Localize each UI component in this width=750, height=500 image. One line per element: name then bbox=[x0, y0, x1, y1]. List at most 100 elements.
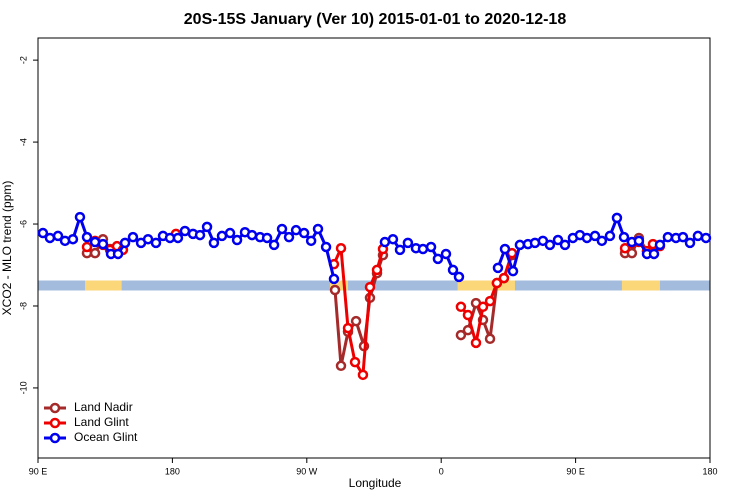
series-point bbox=[394, 244, 406, 256]
series-point bbox=[626, 247, 638, 259]
series-point bbox=[216, 230, 228, 242]
series-point bbox=[208, 237, 220, 249]
series-point bbox=[150, 237, 162, 249]
chart-title: 20S-15S January (Ver 10) 2015-01-01 to 2… bbox=[184, 11, 567, 28]
series-point bbox=[231, 234, 243, 246]
series-point bbox=[447, 264, 459, 276]
series-point bbox=[425, 241, 437, 253]
x-tick-label: 180 bbox=[702, 466, 717, 476]
series-point bbox=[692, 230, 704, 242]
series-point bbox=[662, 231, 674, 243]
series-point bbox=[179, 225, 191, 237]
series-point bbox=[544, 239, 556, 251]
series-point bbox=[677, 231, 689, 243]
series-point bbox=[329, 284, 341, 296]
legend-marker bbox=[49, 417, 61, 429]
series-point bbox=[484, 333, 496, 345]
series-point bbox=[364, 281, 376, 293]
series-point bbox=[379, 236, 391, 248]
series-point bbox=[52, 230, 64, 242]
series-point bbox=[350, 315, 362, 327]
series-point bbox=[371, 264, 383, 276]
series-point bbox=[514, 239, 526, 251]
legend-label: Ocean Glint bbox=[74, 430, 138, 444]
series-point bbox=[498, 272, 510, 284]
series-point bbox=[455, 329, 467, 341]
series-point bbox=[276, 223, 288, 235]
x-tick-label: 90 W bbox=[296, 466, 318, 476]
legend-marker bbox=[49, 402, 61, 414]
series-point bbox=[246, 229, 258, 241]
series-point bbox=[700, 232, 712, 244]
y-tick-label: -8 bbox=[18, 302, 28, 310]
series-point bbox=[499, 243, 511, 255]
series-point bbox=[491, 277, 503, 289]
series-point bbox=[470, 337, 482, 349]
series-point bbox=[633, 235, 645, 247]
series-point bbox=[596, 235, 608, 247]
legend-label: Land Nadir bbox=[74, 400, 133, 414]
series-point bbox=[283, 231, 295, 243]
series-point bbox=[67, 233, 79, 245]
series-point bbox=[261, 232, 273, 244]
series-point bbox=[37, 227, 49, 239]
series-point bbox=[224, 227, 236, 239]
series-point bbox=[328, 273, 340, 285]
series-point bbox=[290, 224, 302, 236]
land-segment bbox=[621, 280, 660, 291]
y-tick-label: -10 bbox=[18, 381, 28, 394]
series-point bbox=[484, 295, 496, 307]
series-point bbox=[298, 227, 310, 239]
series-point bbox=[312, 223, 324, 235]
series-point bbox=[387, 233, 399, 245]
series-point bbox=[589, 230, 601, 242]
legend-label: Land Glint bbox=[74, 415, 129, 429]
series-point bbox=[142, 233, 154, 245]
x-axis-label: Longitude bbox=[349, 476, 402, 490]
series-point bbox=[440, 248, 452, 260]
x-tick-label: 0 bbox=[439, 466, 444, 476]
series-point bbox=[611, 212, 623, 224]
series-point bbox=[581, 232, 593, 244]
land-segment bbox=[457, 280, 515, 291]
y-tick-label: -2 bbox=[18, 56, 28, 64]
series-point bbox=[268, 239, 280, 251]
series-point bbox=[604, 230, 616, 242]
series-point bbox=[89, 247, 101, 259]
series-point bbox=[335, 242, 347, 254]
series-point bbox=[119, 237, 131, 249]
series-point bbox=[81, 231, 93, 243]
series-point bbox=[357, 369, 369, 381]
series-point bbox=[417, 243, 429, 255]
y-axis-label: XCO2 - MLO trend (ppm) bbox=[0, 181, 14, 316]
series-point bbox=[194, 229, 206, 241]
x-tick-label: 180 bbox=[165, 466, 180, 476]
series-point bbox=[477, 301, 489, 313]
series-point bbox=[44, 232, 56, 244]
series-point bbox=[507, 265, 519, 277]
series-point bbox=[455, 301, 467, 313]
series-point bbox=[305, 235, 317, 247]
series-point bbox=[320, 241, 332, 253]
plot-frame bbox=[37, 37, 711, 459]
y-tick-label: -4 bbox=[18, 138, 28, 146]
series-point bbox=[112, 248, 124, 260]
series-point bbox=[619, 242, 631, 254]
series-point bbox=[684, 237, 696, 249]
series-point bbox=[335, 360, 347, 372]
series-point bbox=[552, 234, 564, 246]
land-segment bbox=[329, 280, 349, 291]
series-point bbox=[654, 239, 666, 251]
series-point bbox=[402, 237, 414, 249]
series-point bbox=[432, 253, 444, 265]
y-tick-label: -6 bbox=[18, 220, 28, 228]
series-point bbox=[559, 239, 571, 251]
series-point bbox=[648, 248, 660, 260]
land-segment bbox=[85, 280, 122, 291]
series-line bbox=[86, 239, 661, 380]
series-point bbox=[342, 322, 354, 334]
series-point bbox=[97, 238, 109, 250]
series-point bbox=[81, 241, 93, 253]
series-point bbox=[462, 309, 474, 321]
